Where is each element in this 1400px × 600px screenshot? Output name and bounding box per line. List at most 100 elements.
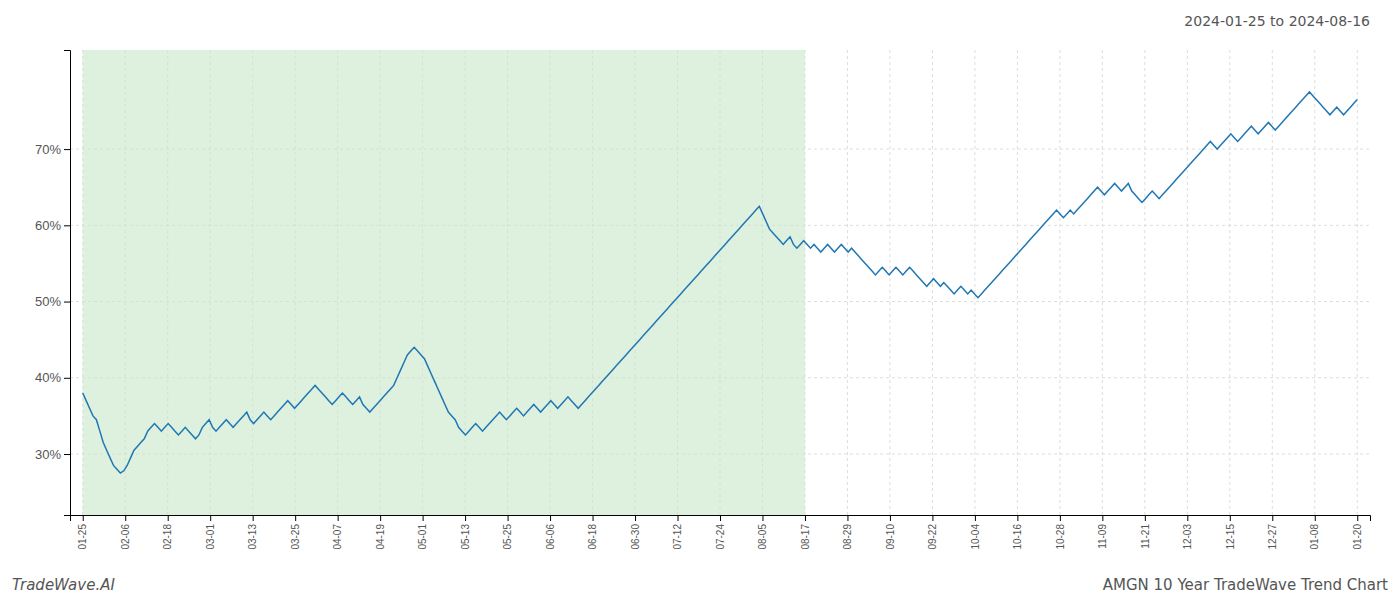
- x-tick-label: 12-03: [1182, 524, 1193, 550]
- x-tick-mark: [1230, 515, 1231, 521]
- y-tick-label: 70%: [35, 142, 61, 157]
- y-tick: 70%: [35, 142, 70, 157]
- x-tick-label: 10-28: [1055, 524, 1066, 550]
- x-grid-line: [1187, 50, 1188, 515]
- x-tick-mark: [253, 515, 254, 521]
- x-tick: 07-12: [672, 515, 683, 550]
- x-axis-line: [71, 516, 1371, 522]
- plot-area: [83, 50, 1358, 515]
- x-tick: 10-04: [970, 515, 981, 550]
- y-tick-mark: [64, 378, 70, 379]
- x-grid-line: [1102, 50, 1103, 515]
- x-tick-label: 07-12: [672, 524, 683, 550]
- x-grid-line: [1357, 50, 1358, 515]
- shaded-span: [83, 50, 805, 515]
- x-tick: 04-19: [375, 515, 386, 550]
- x-tick-mark: [635, 515, 636, 521]
- line: [83, 92, 1358, 473]
- x-tick: 03-13: [247, 515, 258, 550]
- x-tick: 08-29: [842, 515, 853, 550]
- x-tick: 09-22: [927, 515, 938, 550]
- x-tick: 01-25: [77, 515, 88, 550]
- y-axis: 30% 40% 50% 60% 70%: [35, 51, 71, 516]
- x-tick-mark: [168, 515, 169, 521]
- x-tick-label: 07-24: [715, 524, 726, 550]
- x-tick: 07-24: [715, 515, 726, 550]
- title: 2024-01-25 to 2024-08-16: [1184, 13, 1370, 29]
- x-tick-mark: [1315, 515, 1316, 521]
- x-tick-label: 04-07: [332, 524, 343, 550]
- x-axis: 01-25 02-06 02-18 03-01 03-13 03-25 04-07 04-19…: [71, 515, 1371, 550]
- x-tick-label: 08-17: [800, 524, 811, 550]
- annotation: TradeWave.AI: [12, 576, 115, 594]
- x-tick-label: 03-25: [290, 524, 301, 550]
- x-tick: 02-18: [162, 515, 173, 550]
- x-tick: 12-15: [1225, 515, 1236, 550]
- x-tick-mark: [465, 515, 466, 521]
- x-grid-line: [1144, 50, 1145, 515]
- x-tick-mark: [125, 515, 126, 521]
- y-axis-line: [64, 51, 71, 516]
- x-tick-mark: [508, 515, 509, 521]
- x-tick: 08-05: [757, 515, 768, 550]
- x-tick-mark: [1060, 515, 1061, 521]
- y-tick: 60%: [35, 218, 70, 233]
- x-tick: 11-21: [1140, 515, 1151, 549]
- x-tick-label: 12-27: [1267, 524, 1278, 550]
- x-tick-mark: [593, 515, 594, 521]
- y-tick-mark: [64, 149, 70, 150]
- x-tick-label: 09-10: [885, 524, 896, 550]
- x-tick-label: 09-22: [927, 524, 938, 550]
- x-tick-mark: [762, 515, 763, 521]
- x-tick-label: 02-06: [120, 524, 131, 550]
- x-tick-label: 05-13: [460, 524, 471, 550]
- x-tick-label: 08-05: [757, 524, 768, 550]
- x-tick: 03-01: [205, 515, 216, 550]
- x-tick: 08-17: [800, 515, 811, 550]
- x-tick: 05-01: [417, 515, 428, 550]
- x-tick-mark: [210, 515, 211, 521]
- x-tick-mark: [380, 515, 381, 521]
- x-tick-mark: [805, 515, 806, 521]
- x-tick-mark: [975, 515, 976, 521]
- x-tick: 02-06: [120, 515, 131, 550]
- x-grid-line: [1229, 50, 1230, 515]
- x-tick-mark: [720, 515, 721, 521]
- x-tick-mark: [1145, 515, 1146, 521]
- x-tick: 12-03: [1182, 515, 1193, 550]
- x-tick-label: 10-16: [1012, 524, 1023, 550]
- x-tick: 10-16: [1012, 515, 1023, 550]
- x-tick: 05-25: [502, 515, 513, 550]
- x-grid-line: [974, 50, 975, 515]
- y-tick-label: 50%: [35, 294, 61, 309]
- x-tick-label: 06-18: [587, 524, 598, 550]
- y-tick: 40%: [35, 370, 70, 385]
- y-tick: 50%: [35, 294, 70, 309]
- x-tick-label: 11-09: [1097, 524, 1108, 549]
- y-tick-mark: [64, 225, 70, 226]
- x-tick-mark: [83, 515, 84, 521]
- x-tick: 01-20: [1352, 515, 1363, 550]
- x-tick-mark: [678, 515, 679, 521]
- y-tick-label: 40%: [35, 370, 61, 385]
- x-tick: 06-18: [587, 515, 598, 550]
- x-tick-mark: [1102, 515, 1103, 521]
- x-tick-mark: [295, 515, 296, 521]
- annotation: AMGN 10 Year TradeWave Trend Chart: [1103, 576, 1388, 594]
- y-tick: 30%: [35, 447, 70, 462]
- x-tick: 06-06: [545, 515, 556, 550]
- x-tick-label: 01-08: [1309, 524, 1320, 550]
- x-tick-label: 02-18: [162, 524, 173, 550]
- x-tick-mark: [423, 515, 424, 521]
- x-tick: 12-27: [1267, 515, 1278, 550]
- x-tick: 04-07: [332, 515, 343, 550]
- y-tick-mark: [64, 302, 70, 303]
- x-tick-label: 04-19: [375, 524, 386, 550]
- x-tick: 05-13: [460, 515, 471, 550]
- x-tick-label: 12-15: [1225, 524, 1236, 550]
- x-tick-mark: [847, 515, 848, 521]
- x-grid-line: [1059, 50, 1060, 515]
- x-grid-line: [889, 50, 890, 515]
- x-tick-label: 03-01: [205, 524, 216, 550]
- x-tick-mark: [1187, 515, 1188, 521]
